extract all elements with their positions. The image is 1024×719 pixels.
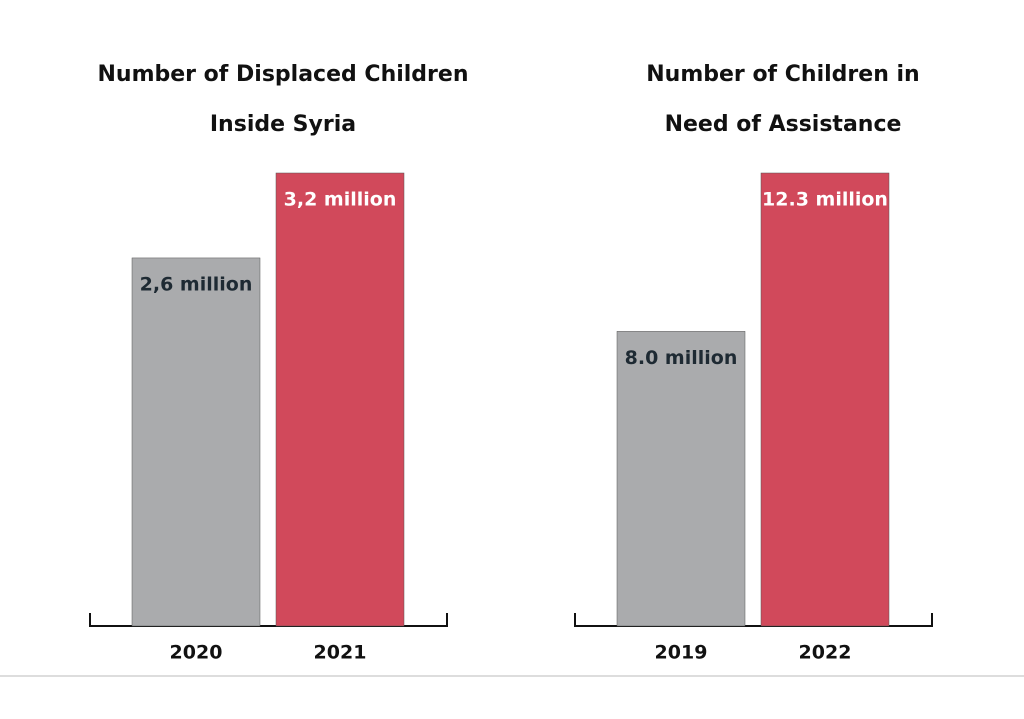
x-tick-label: 2020 — [170, 642, 223, 664]
value-label: 8.0 million — [625, 347, 738, 369]
axis-bracket — [89, 613, 448, 627]
bar — [275, 172, 405, 627]
x-tick-label: 2022 — [799, 642, 852, 664]
bar — [760, 172, 890, 627]
x-tick-label: 2019 — [655, 642, 708, 664]
value-label: 12.3 million — [762, 189, 888, 211]
x-tick-label: 2021 — [314, 642, 367, 664]
chart-title: Number of Children in Need of Assistance — [646, 62, 920, 137]
bar — [131, 257, 261, 627]
value-label: 2,6 million — [140, 273, 253, 295]
bar — [616, 331, 746, 627]
axis-bracket — [574, 613, 933, 627]
value-label: 3,2 million — [284, 189, 397, 211]
chart-title: Number of Displaced Children Inside Syri… — [97, 62, 469, 137]
